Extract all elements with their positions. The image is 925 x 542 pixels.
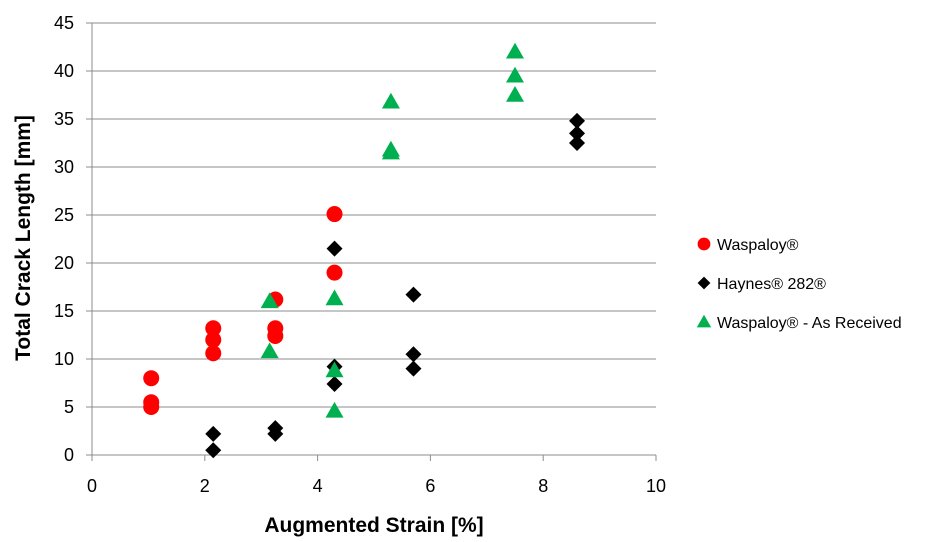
data-point-diamond	[405, 346, 422, 363]
data-point-triangle	[325, 401, 344, 418]
y-axis-title: Total Crack Length [mm]	[12, 115, 35, 361]
legend-entry: Waspaloy® - As Received	[696, 314, 902, 332]
data-point-diamond	[405, 360, 422, 377]
data-point-triangle	[260, 342, 279, 359]
x-tick-label: 10	[646, 476, 666, 496]
data-point-triangle	[325, 289, 344, 306]
y-tick-label: 35	[54, 109, 74, 129]
data-point-diamond	[205, 442, 222, 459]
data-point-diamond	[326, 240, 343, 257]
legend-entry: Haynes® 282®	[697, 276, 826, 293]
data-point-diamond	[569, 125, 586, 142]
data-point-diamond	[569, 112, 586, 129]
legend-label: Haynes® 282®	[717, 276, 826, 293]
data-point-triangle	[381, 92, 400, 109]
data-point-circle	[326, 206, 343, 223]
legend-entry: Waspaloy®	[697, 237, 799, 254]
x-tick-label: 4	[313, 476, 323, 496]
y-tick-label: 5	[64, 397, 74, 417]
data-point-triangle	[506, 66, 524, 83]
grid-layer	[92, 22, 656, 408]
data-point-triangle	[506, 42, 524, 59]
legend-marker-triangle	[696, 314, 712, 328]
axis-layer	[86, 22, 657, 461]
y-tick-label: 20	[54, 253, 74, 273]
data-point-triangle	[260, 292, 279, 309]
x-tick-label: 6	[425, 476, 435, 496]
data-point-triangle	[506, 86, 524, 102]
data-points	[143, 42, 586, 459]
data-point-triangle	[325, 361, 344, 378]
data-point-circle	[267, 327, 284, 344]
data-point-diamond	[569, 135, 586, 151]
data-point-diamond	[405, 286, 422, 303]
legend-marker-circle	[697, 237, 711, 251]
data-point-triangle	[381, 143, 400, 160]
legend-marker-diamond	[697, 276, 711, 290]
x-tick-label: 2	[200, 476, 210, 496]
x-tick-label: 8	[538, 476, 548, 496]
data-point-circle	[143, 370, 160, 387]
legend: Waspaloy® Haynes® 282® Waspaloy® - As Rece…	[696, 237, 902, 332]
y-tick-label: 10	[54, 349, 74, 369]
y-tick-label: 40	[54, 61, 74, 81]
y-tick-label: 30	[54, 157, 74, 177]
data-point-circle	[143, 399, 160, 415]
data-point-circle	[326, 264, 343, 281]
legend-label: Waspaloy® - As Received	[717, 315, 902, 332]
legend-label: Waspaloy®	[717, 237, 799, 254]
y-tick-label: 25	[54, 205, 74, 225]
x-axis-title: Augmented Strain [%]	[264, 514, 483, 537]
data-point-circle	[205, 331, 222, 348]
y-tick-label: 15	[54, 301, 74, 321]
data-point-diamond	[326, 375, 343, 392]
data-point-circle	[205, 345, 222, 362]
data-point-diamond	[205, 425, 222, 442]
data-point-diamond	[267, 425, 284, 442]
y-tick-label: 0	[64, 445, 74, 465]
y-tick-label: 45	[54, 13, 74, 33]
x-tick-label: 0	[87, 476, 97, 496]
data-point-circle	[205, 320, 222, 337]
tick-labels: 0 5 10 15 20 25 30 35 40 45 0 2 4 6 8 10	[54, 13, 666, 496]
